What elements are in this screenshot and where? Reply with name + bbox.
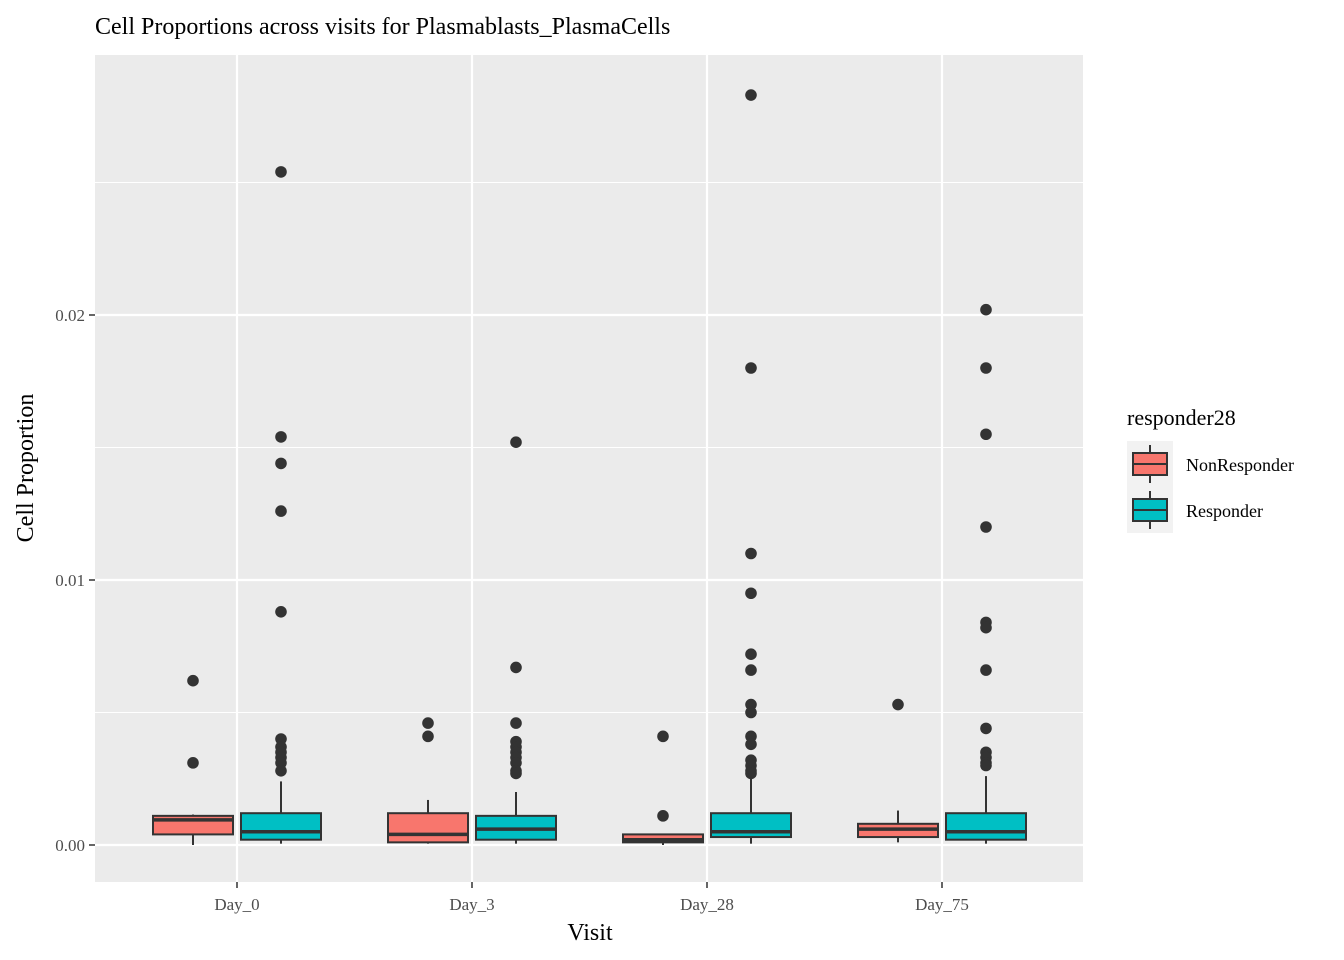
outlier-point [275, 431, 287, 443]
box-body [945, 812, 1027, 841]
box-body [240, 812, 322, 841]
box-nonresponder-day_75 [857, 698, 939, 843]
outlier-point [980, 428, 992, 441]
outlier-point [657, 730, 669, 743]
grid-lines [95, 55, 1083, 882]
outlier-point [745, 89, 757, 101]
outlier-point [187, 757, 199, 769]
outlier-point [980, 722, 992, 735]
y-axis-title: Cell Proportion [13, 394, 39, 543]
outlier-point [422, 717, 434, 729]
legend-item-responder: Responder [1127, 487, 1263, 533]
outlier-point [510, 661, 522, 674]
outlier-point [980, 521, 992, 533]
outlier-point [745, 730, 757, 743]
outlier-point [980, 759, 992, 772]
outlier-point [510, 767, 522, 780]
outlier-point [745, 547, 757, 560]
outlier-point [745, 698, 757, 711]
outlier-point [980, 362, 992, 374]
box-responder-day_75 [945, 303, 1027, 844]
box-nonresponder-day_0 [152, 674, 234, 845]
plot-panel [95, 55, 1083, 882]
outlier-point [510, 717, 522, 729]
outlier-point [275, 757, 287, 769]
box-nonresponder-day_3 [387, 717, 469, 844]
box-responder-day_3 [475, 436, 557, 844]
legend: responder28 NonResponder Responder [1127, 405, 1294, 533]
box-responder-day_28 [710, 89, 792, 844]
x-axis: Day_0 Day_3 Day_28 Day_75 [214, 882, 969, 914]
series-responder [240, 89, 1027, 844]
outlier-point [745, 587, 757, 600]
x-tick-label: Day_0 [214, 895, 259, 914]
y-tick-label: 0.02 [55, 306, 85, 325]
outlier-point [745, 738, 757, 751]
legend-keys: NonResponder Responder [1127, 441, 1294, 533]
outlier-point [275, 505, 287, 517]
outlier-point [745, 648, 757, 660]
x-tick-label: Day_3 [449, 895, 494, 914]
x-tick-label: Day_75 [915, 895, 969, 914]
outlier-point [745, 664, 757, 676]
series-nonresponder [152, 674, 939, 845]
x-axis-title: Visit [567, 920, 613, 946]
panel-background [95, 55, 1083, 882]
legend-item-nonresponder: NonResponder [1127, 441, 1294, 487]
outlier-point [275, 606, 287, 618]
legend-label: Responder [1186, 501, 1263, 521]
outlier-point [510, 757, 522, 769]
legend-label: NonResponder [1186, 455, 1294, 475]
outlier-point [657, 810, 669, 822]
y-tick-label: 0.01 [55, 571, 85, 590]
outlier-point [275, 733, 287, 745]
outlier-point [980, 621, 992, 634]
outlier-point [980, 303, 992, 316]
outlier-point [510, 436, 522, 449]
box-responder-day_0 [240, 166, 322, 844]
x-tick-label: Day_28 [680, 895, 734, 914]
outlier-point [275, 765, 287, 777]
box-body [387, 812, 469, 844]
outlier-point [745, 767, 757, 780]
outlier-point [275, 166, 287, 178]
y-axis: 0.00 0.01 0.02 [55, 306, 95, 855]
outlier-point [745, 706, 757, 719]
outlier-point [187, 674, 199, 687]
chart-title: Cell Proportions across visits for Plasm… [95, 14, 670, 40]
outlier-point [892, 698, 904, 711]
outlier-point [980, 664, 992, 676]
outlier-point [745, 362, 757, 374]
y-tick-label: 0.00 [55, 836, 85, 855]
legend-title: responder28 [1127, 405, 1236, 430]
box-nonresponder-day_28 [622, 730, 704, 845]
outlier-point [275, 457, 287, 470]
box-series [152, 89, 1027, 845]
outlier-point [422, 730, 434, 743]
